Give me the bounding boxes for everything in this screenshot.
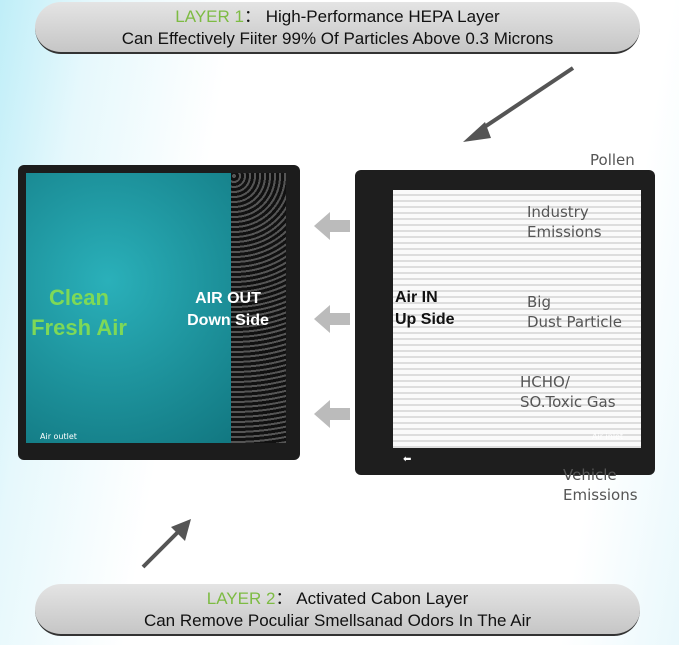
carbon-filter: Clean Fresh Air AIR OUT Down Side Air outl… <box>18 165 300 460</box>
separator: ： <box>275 589 293 608</box>
hepa-filter: Air IN Up Side Air inlet ⬅ <box>355 170 655 475</box>
layer1-tag: LAYER 1 <box>175 7 244 26</box>
arrow-left-icon <box>314 305 350 333</box>
layer1-desc: Can Effectively Fiiter 99% Of Particles … <box>121 29 554 48</box>
clean-fresh-air: Clean Fresh Air <box>31 285 127 340</box>
arrow-left-icon <box>314 212 350 240</box>
air-out-label: AIR OUT Down Side <box>187 290 269 329</box>
layer2-desc: Can Remove Poculiar Smellsanad Odors In … <box>143 611 532 630</box>
gas-label: HCHO/SO.Toxic Gas <box>520 373 616 411</box>
carbon-layer <box>231 173 286 443</box>
air-inlet-label: Air inlet <box>592 432 624 441</box>
filter-mesh <box>26 173 231 443</box>
arrow-left-icon: ⬅ <box>403 454 412 465</box>
vehicle-label: Vehicle Emissions <box>563 466 638 504</box>
industry-label: Industry Emissions <box>527 203 602 241</box>
air-outlet-label: Air outlet <box>40 432 77 441</box>
layer2-title: Activated Cabon Layer <box>296 589 469 608</box>
arrow-up-right-icon <box>141 519 191 569</box>
arrow-left-icon <box>314 400 350 428</box>
layer2-banner: LAYER 2： Activated Cabon Layer Can Remov… <box>35 584 640 636</box>
pollen-label: Pollen <box>590 151 635 169</box>
dust-label: Big Dust Particle <box>527 293 622 331</box>
hepa-pleats <box>393 190 641 448</box>
layer1-banner: LAYER 1： High-Performance HEPA Layer Can… <box>35 2 640 54</box>
separator: ： <box>243 7 261 26</box>
air-in-label: Air IN Up Side <box>395 289 455 328</box>
arrow-down-left-icon <box>463 66 575 142</box>
layer1-title: High-Performance HEPA Layer <box>265 7 500 26</box>
layer2-tag: LAYER 2 <box>206 589 276 608</box>
